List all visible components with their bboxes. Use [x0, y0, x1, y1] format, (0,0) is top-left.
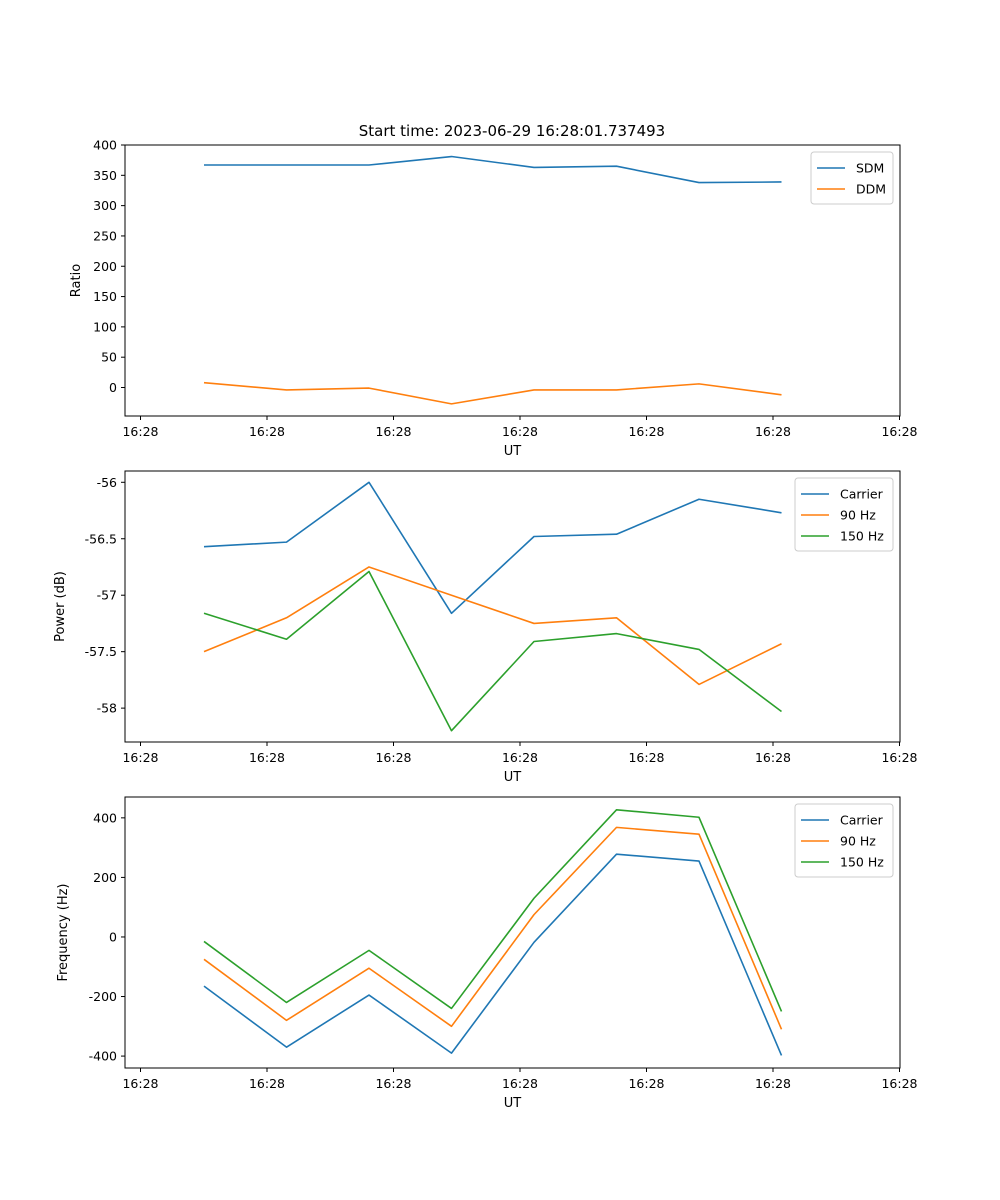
x-axis-label: UT	[504, 1096, 522, 1111]
x-tick-label: 16:28	[122, 1076, 158, 1091]
axes-frame	[124, 470, 901, 743]
y-tick-label: -56	[97, 475, 117, 490]
figure-title: Start time: 2023-06-29 16:28:01.737493	[359, 122, 665, 140]
subplot-ratio: 0 50 100 150 200 250 300 350 400 16:28 16:28 16:28 1…	[69, 138, 918, 460]
y-tick-label: -57.5	[85, 644, 117, 659]
x-tick-label: 16:28	[375, 1076, 411, 1091]
y-tick-label: -56.5	[85, 531, 117, 546]
series-line-90-hz	[203, 566, 782, 686]
legend-label: 150 Hz	[840, 855, 884, 870]
y-tick-label: 400	[93, 810, 117, 825]
x-tick-label: 16:28	[628, 1076, 664, 1091]
y-tick-label: 0	[109, 380, 117, 395]
x-axis-label: UT	[504, 444, 522, 459]
x-axis-label: UT	[504, 770, 522, 785]
x-tick-label: 16:28	[502, 750, 538, 765]
x-tick-label: 16:28	[375, 750, 411, 765]
y-axis-label: Frequency (Hz)	[56, 883, 71, 981]
y-tick-label: 0	[109, 929, 117, 944]
legend-label: DDM	[856, 182, 886, 197]
y-axis-label: Power (dB)	[53, 571, 68, 642]
x-tick-label: 16:28	[881, 424, 917, 439]
x-tick-label: 16:28	[502, 424, 538, 439]
x-tick-label: 16:28	[375, 424, 411, 439]
x-tick-label: 16:28	[755, 750, 791, 765]
y-tick-label: 400	[93, 138, 117, 153]
y-tick-label: -57	[97, 588, 117, 603]
x-tick-label: 16:28	[249, 424, 285, 439]
y-tick-label: 100	[93, 319, 117, 334]
series-line-150-hz	[203, 570, 782, 732]
legend-box	[810, 151, 894, 205]
x-tick-label: 16:28	[628, 424, 664, 439]
x-tick-label: 16:28	[249, 1076, 285, 1091]
legend-label: Carrier	[840, 813, 884, 828]
x-tick-label: 16:28	[881, 1076, 917, 1091]
axes-frame	[124, 144, 901, 417]
legend-box	[794, 477, 894, 552]
series-line-sdm	[204, 155, 782, 184]
x-tick-label: 16:28	[881, 750, 917, 765]
series-line-carrier	[203, 853, 783, 1056]
subplot-frequency: -400 -200 0 200 400 16:28 16:28 16:28 16:28 16:28…	[56, 796, 918, 1111]
y-tick-label: 50	[101, 350, 117, 365]
y-tick-label: 200	[93, 259, 117, 274]
y-tick-label: -58	[97, 701, 117, 716]
x-tick-label: 16:28	[755, 1076, 791, 1091]
y-tick-label: 150	[93, 289, 117, 304]
x-tick-label: 16:28	[249, 750, 285, 765]
x-tick-label: 16:28	[755, 424, 791, 439]
legend-label: SDM	[856, 161, 884, 176]
y-tick-label: -200	[89, 989, 117, 1004]
legend-label: Carrier	[840, 487, 884, 502]
y-axis-label: Ratio	[69, 264, 84, 297]
y-tick-label: 350	[93, 168, 117, 183]
y-tick-label: 250	[93, 228, 117, 243]
legend-label: 150 Hz	[840, 529, 884, 544]
y-tick-label: 300	[93, 198, 117, 213]
x-tick-label: 16:28	[502, 1076, 538, 1091]
series-line-carrier	[203, 481, 782, 615]
axes-frame	[124, 796, 901, 1069]
x-tick-label: 16:28	[628, 750, 664, 765]
y-tick-label: -400	[89, 1049, 117, 1064]
legend-label: 90 Hz	[840, 508, 876, 523]
y-tick-label: 200	[93, 870, 117, 885]
series-line-90-hz	[203, 826, 783, 1030]
legend-box	[794, 803, 894, 878]
series-line-150-hz	[203, 809, 783, 1012]
subplot-power: -56 -56.5 -57 -57.5 -58 16:28 16:28 16:28 16:28 1…	[53, 470, 918, 785]
series-line-ddm	[203, 381, 782, 405]
x-tick-label: 16:28	[122, 750, 158, 765]
legend-label: 90 Hz	[840, 834, 876, 849]
x-tick-label: 16:28	[122, 424, 158, 439]
